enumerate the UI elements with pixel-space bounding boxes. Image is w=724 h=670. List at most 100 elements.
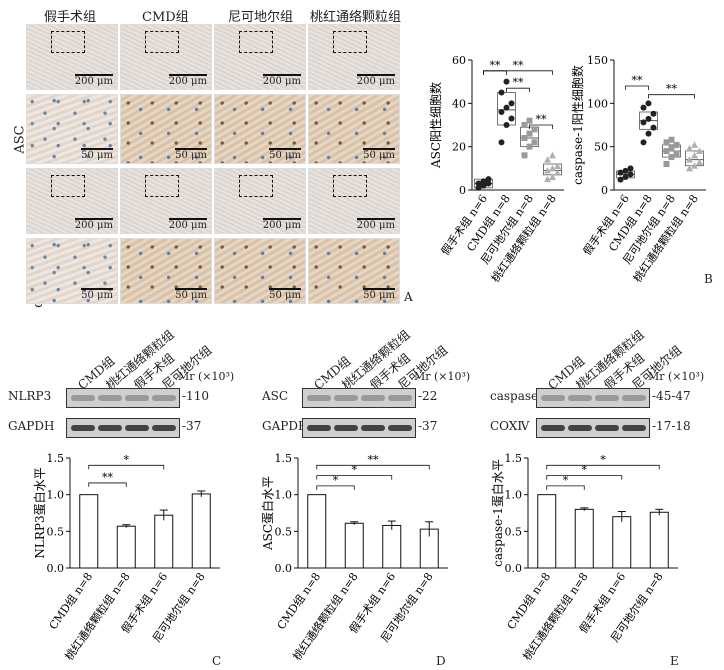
blot-band	[307, 425, 331, 431]
data-point	[691, 162, 698, 169]
blot-band	[595, 395, 619, 401]
blot-band	[98, 425, 122, 431]
micrograph: 200 μm	[120, 168, 212, 234]
significance-label: *	[333, 474, 339, 487]
significance-bracket	[546, 464, 660, 470]
blot-protein-label: caspase-1	[490, 389, 550, 403]
significance-bracket	[88, 464, 165, 470]
data-point	[622, 167, 629, 174]
panel-e-letter: E	[670, 654, 679, 668]
data-point	[503, 78, 510, 85]
y-tick-label: 1.0	[47, 489, 65, 502]
bar	[649, 511, 669, 569]
micrograph: 200 μm	[214, 168, 306, 234]
data-point	[521, 152, 528, 159]
scale-bar: 200 μm	[74, 218, 114, 231]
data-point	[480, 178, 487, 185]
data-point	[521, 122, 528, 128]
data-point	[645, 130, 652, 137]
micrograph: 50 μm	[308, 238, 400, 304]
blot-band	[361, 425, 385, 431]
data-point	[531, 139, 538, 146]
blot-strip	[536, 418, 650, 438]
data-point	[508, 100, 515, 107]
scale-bar: 200 μm	[356, 218, 396, 231]
blot-band	[541, 395, 565, 401]
scale-bar: 200 μm	[356, 74, 396, 87]
data-point	[554, 162, 561, 170]
data-point	[691, 151, 698, 159]
data-point	[485, 176, 492, 183]
data-point	[554, 169, 561, 176]
data-point	[531, 126, 538, 133]
blot-band	[125, 425, 149, 431]
micrograph: 200 μm	[26, 24, 118, 90]
blot-band	[388, 395, 412, 401]
y-tick-label: 0	[459, 184, 466, 197]
scale-bar: 50 μm	[363, 288, 395, 301]
bar	[116, 525, 136, 569]
data-point	[526, 143, 533, 150]
significance-label: **	[513, 59, 525, 72]
micrograph: 200 μm	[308, 168, 400, 234]
significance-label: **	[666, 83, 678, 96]
significance-label: **	[536, 113, 548, 126]
scale-bar: 50 μm	[81, 148, 113, 161]
data-point	[691, 141, 698, 148]
panel-d-letter: D	[436, 654, 446, 668]
y-axis-label: NLRP3蛋白水平	[32, 467, 47, 558]
micrograph: 50 μm	[214, 238, 306, 304]
y-tick-label: 40	[452, 97, 466, 110]
western-blot-asc: CMD组 桃红通络颗粒组 假手术组 尼可地尔组 Mr (×10³) ASC -22 GAPDH…	[240, 322, 480, 442]
significance-bracket	[529, 124, 553, 129]
blot-band	[307, 395, 331, 401]
micrograph: 50 μm	[26, 94, 118, 164]
data-point	[645, 115, 652, 122]
data-point	[526, 130, 533, 137]
mr-unit-label: Mr (×10³)	[414, 370, 471, 383]
significance-bracket	[483, 70, 553, 75]
y-tick-label: 0.0	[275, 562, 293, 575]
zoom-region-box	[145, 175, 179, 197]
blot-mr-value: -37	[182, 419, 202, 433]
western-blot-nlrp3: CMD组 桃红通络颗粒组 假手术组 尼可地尔组 Mr (×10³) NLRP3 -110 GA…	[0, 322, 240, 442]
scale-bar: 200 μm	[168, 218, 208, 231]
y-tick-label: 0.0	[47, 562, 65, 575]
micrograph: 200 μm	[308, 24, 400, 90]
data-point	[549, 173, 556, 180]
significance-label: *	[600, 453, 606, 466]
significance-label: *	[124, 453, 130, 466]
data-point	[549, 151, 556, 159]
mr-unit-label: Mr (×10³)	[178, 370, 235, 383]
y-tick-label: 1.5	[505, 452, 523, 465]
data-point	[521, 135, 528, 141]
significance-label: *	[582, 464, 588, 477]
blot-strip	[66, 388, 180, 408]
data-point	[673, 150, 680, 157]
bar	[382, 524, 402, 569]
scale-bar: 50 μm	[81, 288, 113, 301]
y-tick-label: 100	[587, 97, 608, 110]
micrograph: 200 μm	[120, 24, 212, 90]
panel-a-letter: A	[404, 290, 413, 304]
zoom-region-box	[333, 175, 367, 197]
blot-mr-value: -17-18	[652, 419, 691, 433]
blot-mr-value: -110	[182, 389, 209, 403]
scale-bar: 50 μm	[175, 288, 207, 301]
micrograph: 50 μm	[308, 94, 400, 164]
panel-c-letter: C	[212, 654, 222, 668]
scale-bar: 50 μm	[269, 148, 301, 161]
blot-mr-value: -37	[418, 419, 438, 433]
blot-band	[541, 425, 565, 431]
y-tick-label: 1.0	[505, 489, 523, 502]
col-header-sham: 假手术组	[44, 10, 97, 25]
col-header-nicorandil: 尼可地尔组	[228, 10, 294, 25]
data-point	[498, 89, 505, 96]
data-point	[617, 169, 624, 176]
data-point	[686, 156, 693, 163]
scale-bar: 50 μm	[363, 148, 395, 161]
blot-band	[388, 425, 412, 431]
blot-band	[334, 425, 358, 431]
